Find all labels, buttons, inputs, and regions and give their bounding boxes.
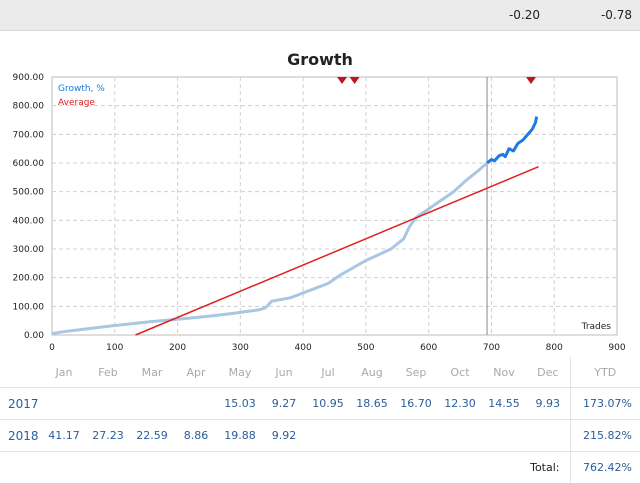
table-row: 2018 41.17 27.23 22.59 8.86 19.88 9.92 2… — [0, 420, 640, 452]
month-header: May — [218, 357, 262, 388]
month-value — [174, 388, 218, 420]
x-tick-label: 0 — [49, 343, 55, 353]
x-tick-label: 300 — [232, 343, 249, 353]
month-value — [86, 388, 130, 420]
growth-chart: 0 100 200 300 400 500 600 700 800 900 0.00 100.00 20… — [0, 0, 640, 360]
ytd-value: 173.07% — [570, 388, 640, 420]
month-value: 14.55 — [482, 388, 526, 420]
month-header: Aug — [350, 357, 394, 388]
month-value: 9.27 — [262, 388, 306, 420]
y-tick-label: 300.00 — [13, 245, 45, 255]
y-tick-label: 700.00 — [13, 130, 45, 140]
y-tick-label: 600.00 — [13, 159, 45, 169]
month-header: Oct — [438, 357, 482, 388]
ytd-header: YTD — [570, 357, 640, 388]
x-tick-label: 600 — [420, 343, 437, 353]
table-header-row: Jan Feb Mar Apr May Jun Jul Aug Sep Oct … — [0, 357, 640, 388]
month-value: 9.92 — [262, 420, 306, 452]
x-tick-label: 200 — [169, 343, 186, 353]
x-axis-label: Trades — [581, 322, 612, 332]
month-value: 41.17 — [42, 420, 86, 452]
x-tick-label: 700 — [483, 343, 500, 353]
total-label: Total: — [0, 452, 570, 483]
y-tick-label: 0.00 — [24, 331, 44, 341]
month-value — [130, 388, 174, 420]
month-value: 22.59 — [130, 420, 174, 452]
y-tick-label: 200.00 — [13, 274, 45, 284]
ytd-value: 215.82% — [570, 420, 640, 452]
month-value: 16.70 — [394, 388, 438, 420]
month-value: 18.65 — [350, 388, 394, 420]
month-value — [42, 388, 86, 420]
month-header: Jun — [262, 357, 306, 388]
month-header: Apr — [174, 357, 218, 388]
month-value — [526, 420, 570, 452]
month-value — [394, 420, 438, 452]
legend-entry: Growth, % — [58, 84, 105, 94]
total-value: 762.42% — [570, 452, 640, 483]
month-header: Mar — [130, 357, 174, 388]
x-tick-label: 900 — [608, 343, 625, 353]
month-value: 12.30 — [438, 388, 482, 420]
x-tick-label: 500 — [357, 343, 374, 353]
y-tick-label: 800.00 — [13, 102, 45, 112]
year-header — [0, 357, 42, 388]
month-value — [482, 420, 526, 452]
month-header: Feb — [86, 357, 130, 388]
y-tick-label: 100.00 — [13, 302, 45, 312]
month-value: 19.88 — [218, 420, 262, 452]
month-value: 27.23 — [86, 420, 130, 452]
x-tick-label: 100 — [106, 343, 123, 353]
table-row: 2017 15.03 9.27 10.95 18.65 16.70 12.30 … — [0, 388, 640, 420]
month-value: 8.86 — [174, 420, 218, 452]
month-value: 9.93 — [526, 388, 570, 420]
y-tick-label: 400.00 — [13, 216, 45, 226]
total-row: Total: 762.42% — [0, 452, 640, 483]
month-value — [306, 420, 350, 452]
month-value: 10.95 — [306, 388, 350, 420]
month-header: Sep — [394, 357, 438, 388]
x-tick-label: 400 — [295, 343, 312, 353]
month-header: Jul — [306, 357, 350, 388]
legend-entry: Average — [58, 98, 95, 108]
month-value: 15.03 — [218, 388, 262, 420]
y-tick-label: 900.00 — [13, 73, 45, 83]
monthly-returns-table: Jan Feb Mar Apr May Jun Jul Aug Sep Oct … — [0, 357, 640, 483]
x-tick-label: 800 — [546, 343, 563, 353]
month-header: Dec — [526, 357, 570, 388]
month-value — [438, 420, 482, 452]
month-header: Nov — [482, 357, 526, 388]
month-header: Jan — [42, 357, 86, 388]
y-tick-label: 500.00 — [13, 188, 45, 198]
year-label: 2017 — [0, 388, 42, 420]
month-value — [350, 420, 394, 452]
plot-area — [52, 77, 617, 335]
year-label: 2018 — [0, 420, 42, 452]
